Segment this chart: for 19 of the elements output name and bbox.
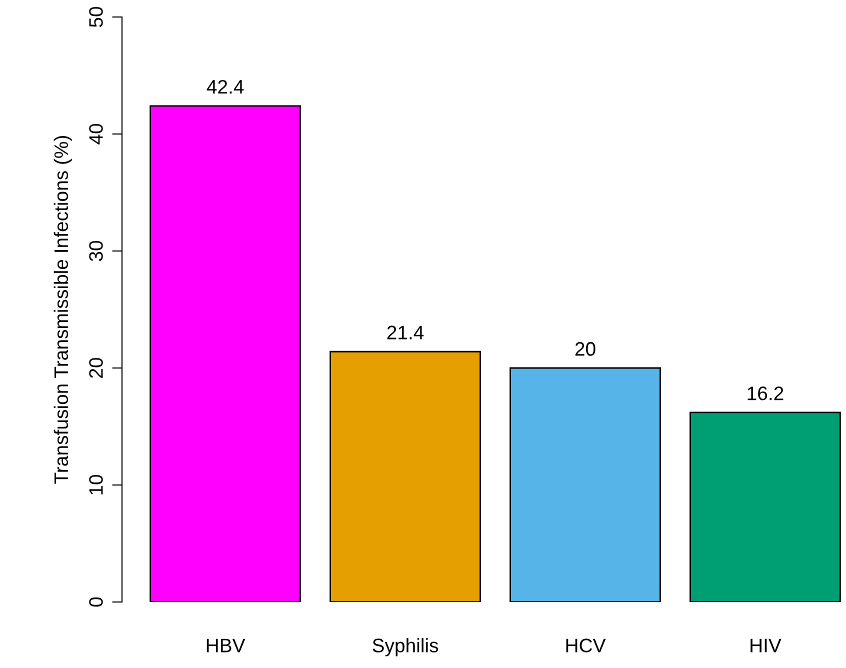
y-tick-label: 40 [89, 124, 103, 144]
bar [330, 350, 481, 602]
x-tick-label: HCV [566, 638, 606, 652]
data-label: 21.4 [387, 326, 424, 340]
y-tick-label: 50 [89, 6, 103, 28]
x-tick-label: HIV [750, 638, 782, 652]
y-tick-label: 20 [89, 358, 103, 378]
data-label: 42.4 [206, 80, 244, 94]
data-label: 16.2 [748, 386, 784, 400]
x-tick-label: Syphilis [372, 638, 438, 656]
y-tick-label: 30 [89, 240, 103, 262]
y-tick-label: 10 [89, 474, 103, 494]
data-label: 20 [575, 342, 596, 356]
bar [690, 412, 841, 602]
x-tick-label: HBV [206, 638, 246, 652]
y-tick-label: 0 [89, 597, 103, 607]
y-axis-title: Transfusion Transmissible Infections (%) [54, 136, 72, 484]
bar [150, 105, 301, 602]
bar [510, 367, 661, 602]
